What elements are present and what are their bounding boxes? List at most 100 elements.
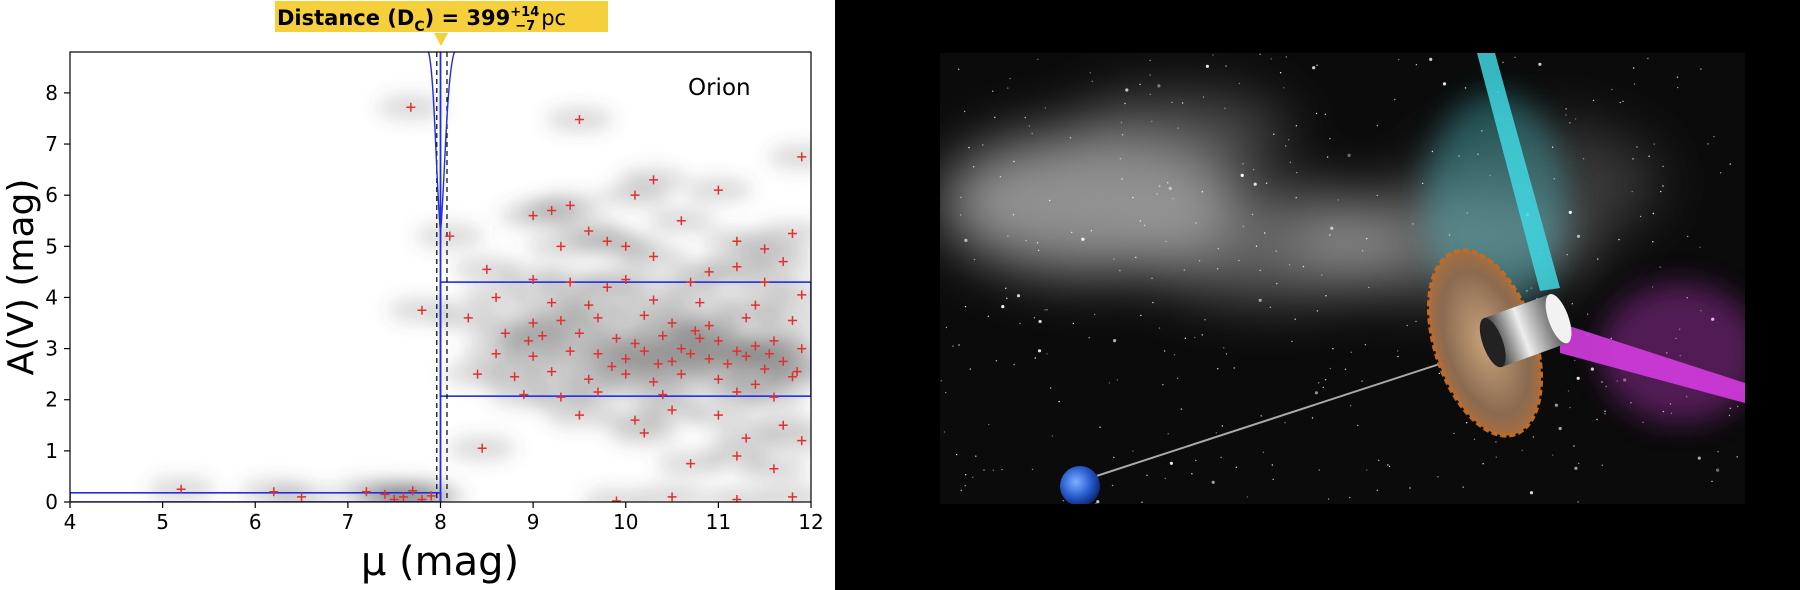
star bbox=[1271, 464, 1273, 466]
density-blob bbox=[702, 487, 771, 502]
y-tick-label: 8 bbox=[45, 81, 58, 105]
data-point bbox=[565, 346, 575, 356]
star bbox=[1012, 214, 1015, 216]
y-tick-label: 2 bbox=[45, 388, 58, 412]
data-point bbox=[482, 264, 492, 274]
star bbox=[1285, 56, 1287, 58]
star bbox=[1438, 372, 1441, 375]
star bbox=[960, 196, 962, 199]
y-tick-label: 0 bbox=[45, 490, 58, 514]
star bbox=[1329, 138, 1331, 140]
star bbox=[1284, 422, 1286, 424]
star bbox=[1633, 83, 1636, 85]
data-point bbox=[426, 491, 436, 501]
star bbox=[1521, 449, 1523, 452]
star bbox=[1033, 317, 1036, 319]
star bbox=[1111, 484, 1114, 487]
x-tick-label: 6 bbox=[249, 510, 262, 534]
star bbox=[1289, 161, 1292, 163]
title-badge bbox=[275, 1, 608, 32]
density-blob bbox=[767, 144, 811, 169]
star bbox=[1376, 124, 1379, 127]
data-point bbox=[417, 494, 427, 502]
star bbox=[1037, 349, 1042, 353]
data-point bbox=[676, 344, 686, 354]
star bbox=[1140, 314, 1142, 317]
star bbox=[1121, 178, 1123, 180]
star bbox=[1462, 486, 1464, 488]
star bbox=[1571, 303, 1573, 305]
data-point bbox=[528, 318, 538, 328]
star bbox=[1195, 222, 1197, 224]
star bbox=[1687, 235, 1689, 238]
data-point bbox=[667, 492, 677, 502]
star bbox=[1279, 72, 1282, 74]
star bbox=[1716, 468, 1720, 472]
star bbox=[1211, 480, 1215, 484]
star bbox=[1495, 456, 1497, 458]
star bbox=[1167, 182, 1169, 184]
star bbox=[1251, 213, 1254, 216]
star bbox=[1116, 379, 1119, 381]
star bbox=[1565, 108, 1567, 110]
star bbox=[1324, 113, 1326, 115]
data-point bbox=[547, 298, 557, 308]
star bbox=[1090, 230, 1093, 232]
data-point bbox=[750, 341, 760, 351]
star bbox=[988, 423, 990, 426]
earth bbox=[1060, 466, 1100, 504]
star bbox=[1632, 158, 1634, 160]
star bbox=[1246, 496, 1249, 498]
data-point bbox=[778, 257, 788, 267]
data-point bbox=[361, 487, 371, 497]
star bbox=[1529, 491, 1534, 495]
star bbox=[1217, 248, 1219, 250]
x-tick-label: 9 bbox=[527, 510, 540, 534]
data-point bbox=[593, 313, 603, 323]
star bbox=[1365, 238, 1368, 240]
star bbox=[1325, 295, 1327, 297]
star bbox=[1366, 469, 1368, 471]
star bbox=[1604, 413, 1606, 415]
data-point bbox=[695, 298, 705, 308]
data-point bbox=[787, 492, 797, 502]
data-point bbox=[269, 487, 279, 497]
star bbox=[1149, 93, 1151, 96]
star bbox=[1162, 384, 1164, 386]
data-point bbox=[602, 236, 612, 246]
star bbox=[1357, 424, 1359, 427]
star bbox=[1201, 191, 1204, 193]
star bbox=[1119, 269, 1121, 272]
star bbox=[975, 455, 977, 457]
data-point bbox=[741, 351, 751, 361]
data-point bbox=[778, 420, 788, 430]
star bbox=[1224, 107, 1226, 109]
star bbox=[1587, 313, 1589, 315]
data-point bbox=[528, 275, 538, 285]
star bbox=[1172, 197, 1174, 200]
star bbox=[1094, 313, 1096, 316]
star bbox=[1088, 337, 1090, 339]
star bbox=[1397, 350, 1399, 352]
star bbox=[1568, 210, 1572, 214]
data-point bbox=[686, 349, 696, 359]
star bbox=[1296, 171, 1298, 174]
star bbox=[1321, 274, 1323, 276]
star bbox=[1412, 223, 1414, 225]
data-point bbox=[649, 377, 659, 387]
star bbox=[1181, 102, 1184, 104]
data-point bbox=[732, 346, 742, 356]
star bbox=[1204, 319, 1206, 321]
star bbox=[1573, 445, 1575, 447]
data-point bbox=[769, 464, 779, 474]
star bbox=[1099, 426, 1101, 428]
star bbox=[1601, 381, 1603, 383]
data-point bbox=[574, 410, 584, 420]
star bbox=[1071, 231, 1073, 234]
star bbox=[1044, 309, 1046, 311]
star bbox=[1194, 336, 1196, 339]
density-blob bbox=[758, 221, 811, 246]
star bbox=[1532, 436, 1534, 438]
star bbox=[1653, 143, 1655, 145]
